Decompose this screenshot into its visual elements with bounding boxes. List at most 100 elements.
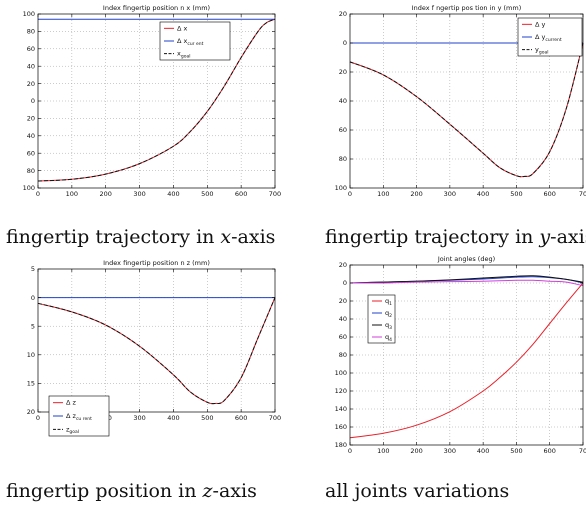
y-tick-label: 0 [343, 39, 347, 47]
series-line-2 [37, 297, 276, 405]
plot-area [38, 269, 275, 412]
chart-y-trajectory: 0 100 200 300 400 500 600 70 100 80 60 40 20 0 20 Index… [315, 0, 586, 215]
chart-svg: 0 100 200 300 400 500 600 7010080604020020Index… [335, 4, 586, 198]
axes-frame [37, 268, 276, 413]
x-tick-label: 70 [579, 447, 586, 455]
y-tick-label: 80 [339, 351, 347, 359]
series-line-3 [349, 279, 584, 287]
x-tick-label: 400 [167, 190, 179, 198]
chart-title: Index fingertip position n z (mm) [103, 259, 210, 267]
series-line-2 [349, 42, 584, 178]
y-tick-label: 60 [27, 149, 35, 157]
x-tick-label: 500 [510, 447, 522, 455]
series-line-2 [37, 18, 276, 182]
x-tick-label: 300 [444, 190, 456, 198]
y-tick-label: 0 [31, 294, 35, 302]
legend-label: Δ xcur ent [177, 37, 204, 47]
series-line-2 [349, 275, 584, 284]
y-tick-label: 0 [31, 97, 35, 105]
x-tick-label: 200 [100, 190, 112, 198]
y-tick-label: 5 [31, 265, 35, 273]
chart-joint-angles: 0 100 200 300 400 500 600 70 180 160 140 120 100 80 60… [315, 255, 586, 470]
legend-label: xgoal [177, 50, 190, 60]
x-tick-label: 700 [269, 190, 281, 198]
chart-svg: 0 100 200 300 400 500 600 701801601401201008060… [335, 255, 586, 455]
x-tick-label: 300 [444, 447, 456, 455]
x-tick-label: 300 [133, 414, 145, 422]
legend-label: q4 [385, 333, 392, 343]
legend-label: Δ ycurrent [535, 33, 562, 43]
x-tick-label: 100 [66, 190, 78, 198]
caption-z-axis: fingertip position in z-axis [6, 480, 257, 502]
legend-label: q2 [385, 309, 392, 319]
legend-label: Δ z [66, 399, 77, 407]
chart-z-position: 0100200300400500600700201510505Index fin… [0, 255, 281, 470]
x-tick-label: 0 [36, 414, 40, 422]
y-tick-label: 60 [27, 45, 35, 53]
x-tick-label: 400 [477, 447, 489, 455]
x-tick-label: 100 [377, 190, 389, 198]
y-tick-label: 40 [339, 315, 347, 323]
x-tick-label: 0 [348, 190, 352, 198]
legend-label: Δ zcu rent [66, 412, 92, 422]
chart-title: Index fingertip position n x (mm) [103, 4, 210, 12]
chart-svg: 0100200300400500600700201510505Index fin… [27, 259, 281, 437]
y-tick-label: 120 [335, 387, 347, 395]
x-tick-label: 600 [235, 414, 247, 422]
y-tick-label: 60 [339, 333, 347, 341]
legend-label: Δ x [177, 24, 188, 32]
chart-x-trajectory: 0 100 200 300 400 500 600 700 100 80 60 40 20 0 20 40 60… [0, 0, 282, 215]
y-tick-label: 140 [335, 405, 347, 413]
series-line-0 [349, 282, 584, 439]
chart-title: Index f ngertip pos tion in y (mm) [412, 4, 522, 12]
legend-label: q1 [385, 297, 392, 307]
x-tick-label: 600 [544, 190, 556, 198]
x-tick-label: 700 [269, 414, 281, 422]
y-tick-label: 20 [27, 80, 35, 88]
y-tick-label: 15 [27, 380, 35, 388]
y-tick-label: 60 [339, 126, 347, 134]
y-tick-label: 20 [27, 408, 35, 416]
y-tick-label: 100 [335, 184, 347, 192]
y-tick-label: 20 [27, 115, 35, 123]
caption-x-axis: fingertip trajectory in x-axis [6, 226, 276, 248]
x-tick-label: 600 [235, 190, 247, 198]
legend-label: q3 [385, 321, 392, 331]
y-tick-label: 80 [27, 28, 35, 36]
y-tick-label: 100 [23, 10, 35, 18]
y-tick-label: 20 [339, 10, 347, 18]
caption-y-axis: fingertip trajectory in y-axis [325, 226, 586, 248]
x-tick-label: 100 [377, 447, 389, 455]
y-tick-label: 100 [23, 184, 35, 192]
x-tick-label: 70 [579, 190, 586, 198]
y-tick-label: 160 [335, 423, 347, 431]
y-tick-label: 100 [335, 369, 347, 377]
x-tick-label: 300 [133, 190, 145, 198]
y-tick-label: 20 [339, 68, 347, 76]
y-tick-label: 80 [27, 167, 35, 175]
x-tick-label: 200 [410, 190, 422, 198]
y-tick-label: 20 [339, 297, 347, 305]
legend-label: ygoal [535, 46, 548, 56]
legend-box [367, 294, 396, 344]
x-tick-label: 600 [544, 447, 556, 455]
x-tick-label: 500 [201, 414, 213, 422]
y-tick-label: 180 [335, 441, 347, 449]
y-tick-label: 0 [343, 279, 347, 287]
y-tick-label: 40 [27, 62, 35, 70]
x-tick-label: 400 [167, 414, 179, 422]
x-tick-label: 500 [510, 190, 522, 198]
x-tick-label: 500 [201, 190, 213, 198]
x-tick-label: 400 [477, 190, 489, 198]
y-tick-label: 40 [27, 132, 35, 140]
chart-svg: 0 100 200 300 400 500 600 700100806040200204060… [23, 4, 282, 198]
chart-title: Joint angles (deg) [437, 255, 495, 263]
y-tick-label: 10 [27, 351, 35, 359]
y-tick-label: 40 [339, 97, 347, 105]
y-tick-label: 20 [339, 261, 347, 269]
legend-label: zgoal [66, 425, 79, 435]
caption-joints: all joints variations [325, 480, 510, 502]
x-tick-label: 0 [348, 447, 352, 455]
y-tick-label: 80 [339, 155, 347, 163]
